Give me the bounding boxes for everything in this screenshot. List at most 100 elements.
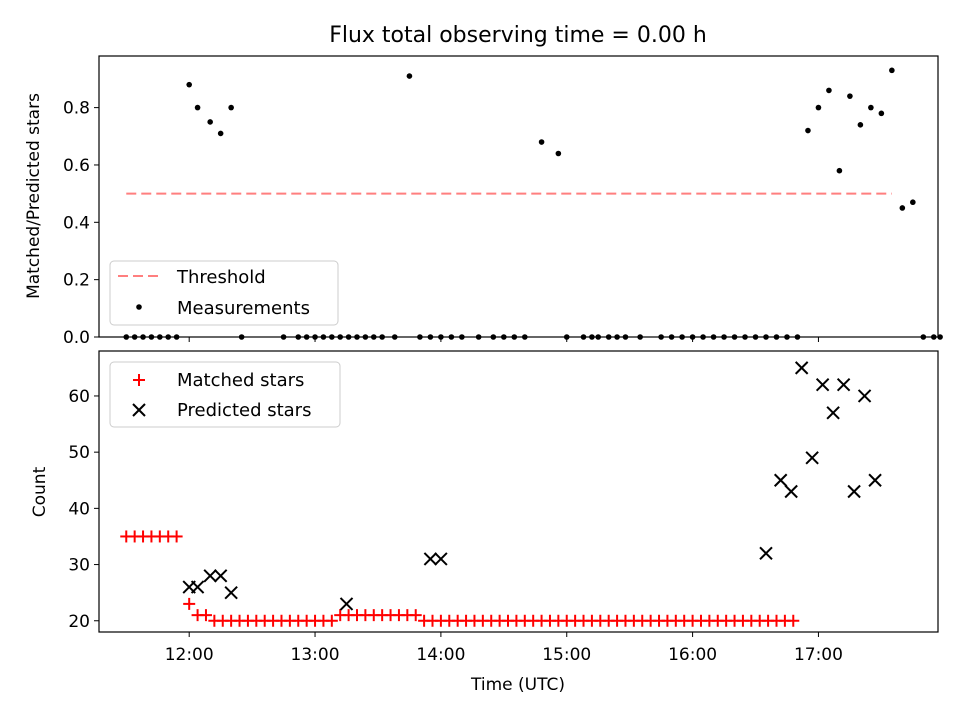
predicted-star-point — [339, 597, 354, 611]
measurement-point — [207, 119, 213, 125]
measurement-point — [186, 81, 192, 88]
x-stroke-b — [868, 473, 882, 487]
bottom-legend-box — [109, 361, 341, 428]
predicted-star-point — [805, 451, 819, 465]
measurement-point — [857, 122, 864, 128]
x-stroke-b — [826, 406, 840, 420]
y-tick-label: 0.4 — [63, 213, 90, 233]
predicted-star-point — [794, 361, 809, 375]
y-tick-label: 60 — [68, 387, 90, 407]
x-stroke-b — [213, 569, 228, 583]
measurement-point — [555, 150, 562, 157]
y-tick-label: 0.2 — [63, 271, 90, 291]
x-stroke-b — [784, 484, 798, 499]
predicted-star-point — [224, 585, 238, 600]
x-tick-label: 12:00 — [165, 645, 214, 665]
predicted-star-point — [773, 473, 788, 487]
measurement-point — [878, 110, 885, 117]
predicted-star-point — [784, 484, 798, 499]
bottom-panel-counts: Count Time (UTC) 20 30 40 50 60 12:00 13:00 14… — [30, 350, 939, 695]
matched-star-point — [199, 609, 212, 622]
bottom-x-ticks: 12:00 13:00 14:00 15:00 16:00 17:00 — [165, 632, 843, 665]
measurement-point — [538, 139, 545, 145]
x-stroke-b — [224, 585, 238, 600]
x-stroke-b — [836, 378, 851, 392]
x-stroke-b — [805, 451, 819, 465]
x-stroke-b — [339, 597, 354, 611]
predicted-star-point — [213, 569, 228, 583]
y-tick-label: 0.0 — [63, 328, 90, 348]
matched-star-point — [325, 614, 338, 627]
x-stroke-b — [190, 580, 205, 594]
measurement-point — [406, 73, 413, 79]
predicted-star-point — [434, 552, 448, 566]
legend-matched-swatch — [133, 374, 145, 386]
x-stroke-b — [857, 389, 872, 403]
predicted-star-point — [815, 378, 830, 392]
legend-matched-label: Matched stars — [177, 370, 304, 391]
x-stroke-b — [815, 378, 830, 392]
x-stroke-b — [203, 569, 217, 583]
y-tick-label: 0.6 — [63, 156, 90, 176]
measurement-point — [889, 67, 895, 74]
x-axis-label: Time (UTC) — [470, 675, 565, 695]
top-panel-ratio: Flux total observing time = 0.00 h Match… — [24, 23, 943, 348]
measurement-point — [815, 104, 822, 111]
matched-star-point — [170, 530, 183, 543]
legend-predicted-label: Predicted stars — [177, 400, 311, 421]
legend-measurements-label: Measurements — [177, 298, 310, 319]
predicted-star-point — [423, 552, 438, 566]
top-legend: Threshold Measurements — [109, 260, 339, 326]
measurement-point — [868, 104, 874, 111]
measurement-point — [805, 127, 811, 134]
bottom-y-ticks: 20 30 40 50 60 — [68, 387, 99, 632]
legend-measurements-swatch — [136, 304, 142, 310]
measurement-point — [217, 130, 224, 137]
measurement-point — [847, 93, 853, 99]
y-tick-label: 20 — [68, 612, 90, 632]
matched-star-point — [183, 597, 196, 610]
x-tick-label: 16:00 — [668, 645, 717, 665]
x-tick-label: 13:00 — [291, 645, 340, 665]
measurement-point — [826, 87, 832, 94]
x-stroke-b — [423, 552, 438, 566]
bottom-y-axis-label: Count — [30, 466, 50, 517]
top-axes-frame — [98, 55, 939, 338]
predicted-star-point — [759, 546, 773, 561]
matched-star-point — [409, 609, 422, 622]
bottom-axes-frame — [98, 350, 939, 633]
chart-title: Flux total observing time = 0.00 h — [329, 23, 707, 48]
bottom-plot-marks — [120, 361, 882, 627]
top-x-ticks — [188, 337, 819, 342]
predicted-star-point — [203, 569, 217, 583]
bottom-legend: Matched stars Predicted stars — [109, 361, 341, 428]
predicted-star-point — [190, 580, 205, 594]
measurement-point — [228, 104, 234, 111]
x-stroke-b — [434, 552, 448, 566]
x-stroke-b — [759, 546, 773, 561]
measurement-point — [910, 199, 916, 206]
predicted-star-point — [826, 406, 840, 420]
measurement-point — [937, 334, 943, 340]
legend-predicted-swatch — [132, 403, 146, 417]
predicted-star-point — [857, 389, 872, 403]
top-legend-box — [109, 260, 339, 326]
y-tick-label: 30 — [68, 556, 90, 576]
predicted-star-point — [868, 473, 882, 487]
x-stroke-b — [773, 473, 788, 487]
y-tick-label: 0.8 — [63, 99, 90, 119]
measurement-point — [899, 205, 906, 211]
measurement-point — [194, 104, 201, 111]
predicted-star-point — [847, 484, 861, 499]
top-y-ticks: 0.0 0.2 0.4 0.6 0.8 — [63, 99, 99, 348]
x-stroke-b — [847, 484, 861, 499]
x-tick-label: 17:00 — [794, 645, 843, 665]
x-stroke-b — [794, 361, 809, 375]
legend-threshold-label: Threshold — [176, 267, 266, 288]
top-y-axis-label: Matched/Predicted stars — [24, 93, 44, 299]
x-tick-label: 14:00 — [416, 645, 465, 665]
predicted-star-point — [836, 378, 851, 392]
y-tick-label: 40 — [68, 499, 90, 519]
y-tick-label: 50 — [68, 443, 90, 463]
